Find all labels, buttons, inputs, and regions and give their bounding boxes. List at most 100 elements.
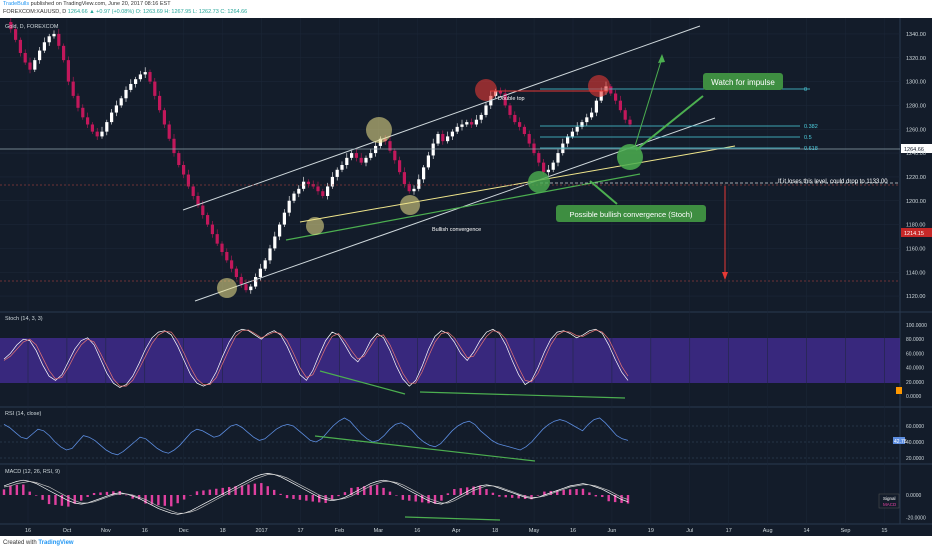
candle-body: [340, 165, 344, 170]
rsi-tick-label: 40.0000: [906, 440, 924, 446]
macd-hist-bar: [613, 495, 617, 503]
macd-hist-bar: [227, 487, 231, 495]
macd-hist-bar: [318, 495, 321, 503]
candle-body: [23, 52, 27, 63]
macd-hist-bar: [382, 487, 385, 495]
candle-body: [628, 119, 632, 125]
chart-area[interactable]: 0 0.382 0.5 0.618 Watch for impulse Poss…: [0, 18, 932, 536]
candle-body: [110, 112, 114, 123]
fib-label-0: 0: [804, 87, 807, 93]
x-tick-label: Sep: [841, 528, 851, 534]
stoch-label: Stoch (14, 3, 3): [5, 316, 43, 322]
macd-hist-bar: [41, 495, 44, 500]
time-axis[interactable]: 16 Oct Nov 16 Dec 18 2017 17 Feb Mar 16 Apr 18 May 16 J…: [25, 528, 888, 534]
candle-body: [119, 98, 123, 106]
candle-body: [446, 136, 450, 142]
x-tick-label: Jul: [686, 528, 693, 534]
candle-body: [258, 268, 262, 278]
candle-body: [114, 105, 118, 113]
candle-body: [614, 93, 618, 101]
price-axis[interactable]: 1120.00 1140.00 1160.00 1180.00 1200.00 1220.…: [906, 32, 926, 300]
candle-body: [566, 136, 570, 144]
tradingview-logo[interactable]: TradingView: [38, 540, 74, 546]
candle-body: [522, 126, 526, 135]
macd-hist-bar: [176, 495, 179, 504]
x-tick-label: Aug: [763, 528, 773, 534]
candle-body: [47, 36, 51, 43]
candle-body: [230, 260, 234, 269]
macd-hist-bar: [607, 495, 610, 502]
y-tick-label: 1300.00: [906, 80, 926, 86]
candle-body: [594, 100, 598, 113]
candle-body: [90, 124, 94, 132]
stoch-d-line: [3, 329, 629, 387]
x-tick-label: 17: [297, 528, 303, 534]
chart-svg[interactable]: 0 0.382 0.5 0.618 Watch for impulse Poss…: [0, 18, 932, 536]
x-tick-label: Feb: [335, 528, 344, 534]
macd-hist-bar: [305, 495, 308, 501]
x-tick-label: 18: [492, 528, 498, 534]
watch-callout-text: Watch for impulse: [711, 78, 775, 87]
candle-body: [124, 89, 128, 99]
stoch-divergence-line: [319, 370, 406, 395]
macd-hist-bar: [453, 489, 456, 495]
x-tick-label: Jun: [607, 528, 616, 534]
candle-body: [134, 79, 138, 84]
rsi-value-label: 42.78: [894, 439, 907, 445]
candle-body: [527, 134, 531, 144]
y-tick-label: 1140.00: [906, 270, 925, 276]
possible-callout: [556, 205, 706, 222]
created-with: Created with TradingView: [3, 540, 74, 546]
candle-body: [585, 117, 589, 123]
candle-body: [422, 167, 426, 180]
candle-body: [153, 81, 157, 96]
candle-body: [292, 193, 296, 201]
possible-callout-text: Possible bullish convergence (Stoch): [570, 210, 693, 219]
downside-arrowhead-icon: [722, 272, 728, 280]
stoch-divergence-line: [419, 391, 626, 399]
macd-hist-bar: [401, 495, 405, 500]
macd-hist-bar: [125, 494, 128, 496]
macd-hist-bar: [208, 489, 212, 495]
candle-body: [225, 251, 229, 261]
publisher-name[interactable]: TradeBulls: [3, 1, 30, 7]
macd-hist-bar: [170, 495, 173, 507]
macd-hist-bar: [105, 491, 109, 495]
candle-body: [532, 143, 536, 154]
fib-retracement: 0 0.382 0.5 0.618: [540, 87, 818, 152]
created-with-text: Created with: [3, 540, 37, 546]
macd-hist-bar: [9, 485, 12, 495]
rsi-value-badge: [893, 437, 905, 444]
macd-signal-line: [3, 474, 629, 514]
stoch-tick-label: 100.0000: [906, 323, 927, 329]
candle-body: [100, 131, 104, 137]
macd-hist-bar: [568, 489, 572, 495]
x-tick-label: 16: [570, 528, 576, 534]
stoch-axis: 100.0000 80.0000 60.0000 40.0000 20.0000 0.00…: [906, 323, 927, 400]
macd-hist-bar: [215, 488, 218, 495]
candle-body: [570, 131, 574, 137]
candle-body: [412, 188, 416, 192]
candle-body: [278, 224, 282, 237]
macd-hist-bar: [478, 485, 482, 495]
candle-body: [359, 157, 363, 163]
macd-hist-bar: [363, 486, 366, 495]
macd-hist-bar: [465, 487, 469, 495]
candle-body: [196, 195, 200, 206]
y-tick-label: 1120.00: [906, 294, 925, 300]
macd-hist-bar: [601, 495, 604, 497]
candle-body: [326, 186, 330, 196]
symbol-name: FOREXCOM:XAUUSD, D: [3, 9, 67, 15]
support-trend-line: [299, 145, 736, 223]
candle-body: [398, 160, 402, 173]
candle-body: [431, 143, 435, 156]
candle-body: [508, 105, 512, 115]
macd-hist-bar: [594, 495, 598, 497]
candle-body: [167, 124, 171, 139]
candle-body: [460, 124, 464, 127]
candle-body: [143, 72, 147, 75]
macd-hist-bar: [459, 488, 462, 495]
macd-hist-bar: [543, 491, 546, 495]
candle-body: [618, 100, 622, 111]
candle-body: [201, 205, 205, 216]
